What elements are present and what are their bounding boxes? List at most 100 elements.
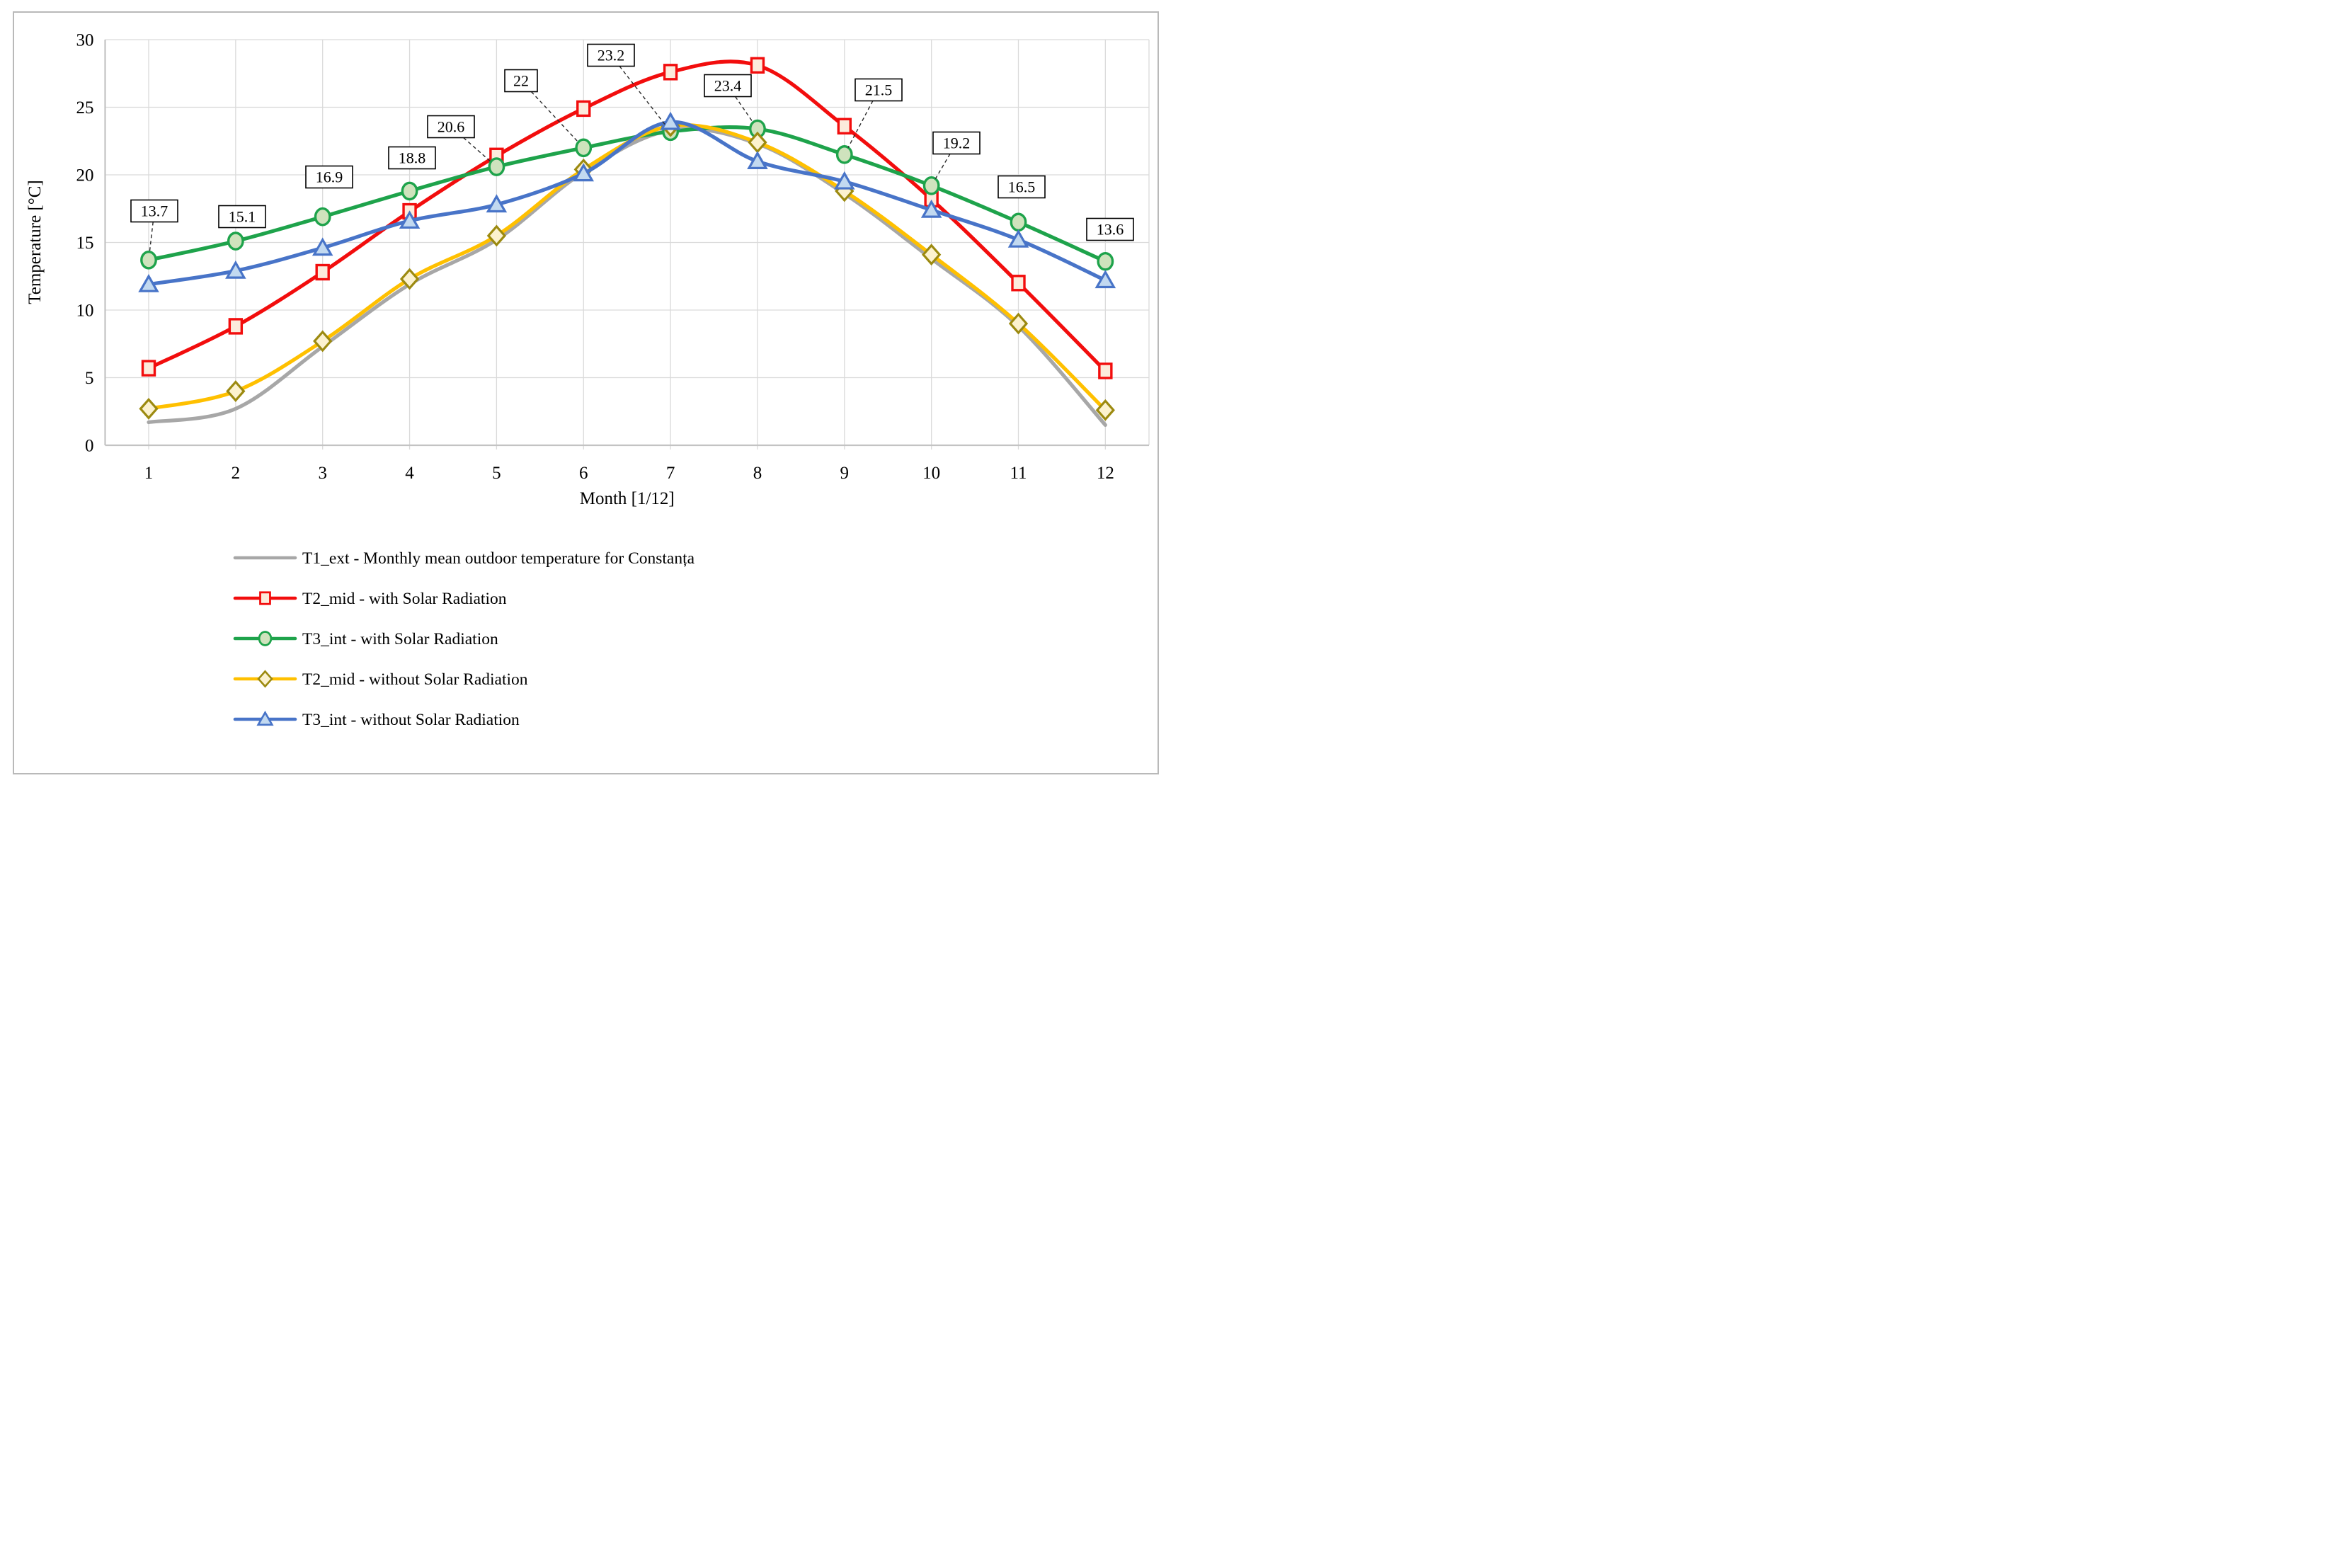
data-point-triangle [747,151,768,169]
legend-label: T3_int - without Solar Radiation [302,711,520,729]
data-point-triangle [834,171,855,190]
legend-label: T1_ext - Monthly mean outdoor temperatur… [302,549,695,568]
y-axis-title: Temperature [°C] [25,180,45,304]
data-label-box [305,165,353,189]
data-point-square [259,591,271,605]
label-leader-line [463,137,491,162]
data-point-square [837,118,852,135]
label-leader-line [149,222,154,253]
data-point-diamond [922,244,942,266]
data-point-circle [488,157,505,176]
data-point-diamond [139,398,159,420]
y-tick-label: 5 [85,369,94,388]
data-label-value: 20.6 [438,118,465,136]
series-line [147,125,1107,263]
legend [233,556,297,726]
data-point-triangle [486,194,508,213]
data-point-circle [258,631,273,646]
data-label-box [130,199,178,223]
y-tick-label: 30 [76,31,94,50]
y-tick-label: 25 [76,98,94,118]
data-point-circle [835,145,853,164]
x-tick-label: 5 [492,464,501,483]
x-tick-label: 11 [1010,464,1027,483]
legend-item-1 [233,591,297,605]
data-point-triangle [660,111,681,130]
data-point-circle [1097,251,1114,271]
data-point-triangle [311,237,333,256]
data-label-box [998,175,1046,199]
legend-label: T3_int - with Solar Radiation [302,630,498,648]
data-point-circle [401,181,418,201]
x-tick-label: 6 [579,464,588,483]
data-label-box [427,115,475,139]
data-point-triangle [225,260,246,279]
data-label-value: 23.4 [714,77,742,95]
data-point-circle [227,231,244,251]
data-point-triangle [256,710,274,726]
chart-figure: 13.7 15.1 16.9 18.8 20.6 22 23.2 23.4 21.5 19.2 16… [0,0,1166,784]
data-point-square [1011,275,1026,292]
y-tick-label: 0 [85,437,94,456]
data-label-box [855,78,903,102]
data-point-circle [140,251,157,270]
data-point-square [228,318,244,335]
data-point-square [750,57,765,74]
data-point-triangle [399,210,421,229]
x-tick-label: 1 [144,464,154,483]
legend-item-3 [233,670,297,688]
data-label-value: 13.6 [1097,221,1124,239]
x-tick-label: 8 [753,464,762,483]
data-point-diamond [399,268,420,290]
label-leader-line [847,101,874,148]
data-point-square [663,64,678,81]
data-point-triangle [920,199,942,218]
data-point-square [141,360,156,377]
series-line [147,123,1107,412]
x-tick-label: 7 [666,464,675,483]
series-0 [147,127,1107,427]
data-label-box [388,146,436,170]
x-tick-label: 4 [405,464,414,483]
data-point-triangle [1007,229,1029,248]
data-label-value: 15.1 [229,208,256,226]
data-label-box [704,74,752,98]
data-label-value: 23.2 [598,47,625,64]
data-label-box [1086,217,1134,241]
data-label-box [587,43,635,67]
series-line [147,59,1107,373]
legend-label: T2_mid - with Solar Radiation [302,590,507,608]
series-2 [140,119,1114,271]
label-leader-line [530,91,579,143]
data-point-circle [1010,212,1027,232]
x-tick-label: 12 [1097,464,1114,483]
y-tick-label: 15 [76,234,94,253]
data-point-diamond [486,224,507,247]
data-label-value: 21.5 [865,81,893,99]
data-point-triangle [573,163,595,182]
data-label-box [504,69,538,93]
data-point-circle [575,138,593,158]
data-point-diamond [1095,399,1115,421]
label-leader-line [934,154,951,180]
data-label-box [932,131,981,155]
data-labels [130,43,1134,253]
data-point-diamond [748,131,767,154]
x-tick-label: 2 [232,464,241,483]
x-tick-label: 9 [840,464,850,483]
data-label-value: 16.9 [316,168,343,186]
data-point-circle [314,207,331,227]
data-label-value: 19.2 [943,135,971,152]
data-label-value: 16.5 [1008,178,1036,196]
data-label-box [218,205,266,229]
data-point-diamond [226,380,246,403]
data-label-value: 13.7 [141,202,168,220]
data-point-triangle [1094,270,1116,289]
data-label-value: 18.8 [399,149,426,167]
data-label-value: 22 [513,72,529,90]
legend-item-4 [233,710,297,726]
data-point-triangle [138,273,159,292]
data-point-diamond [1008,312,1029,335]
data-point-diamond [257,670,273,688]
